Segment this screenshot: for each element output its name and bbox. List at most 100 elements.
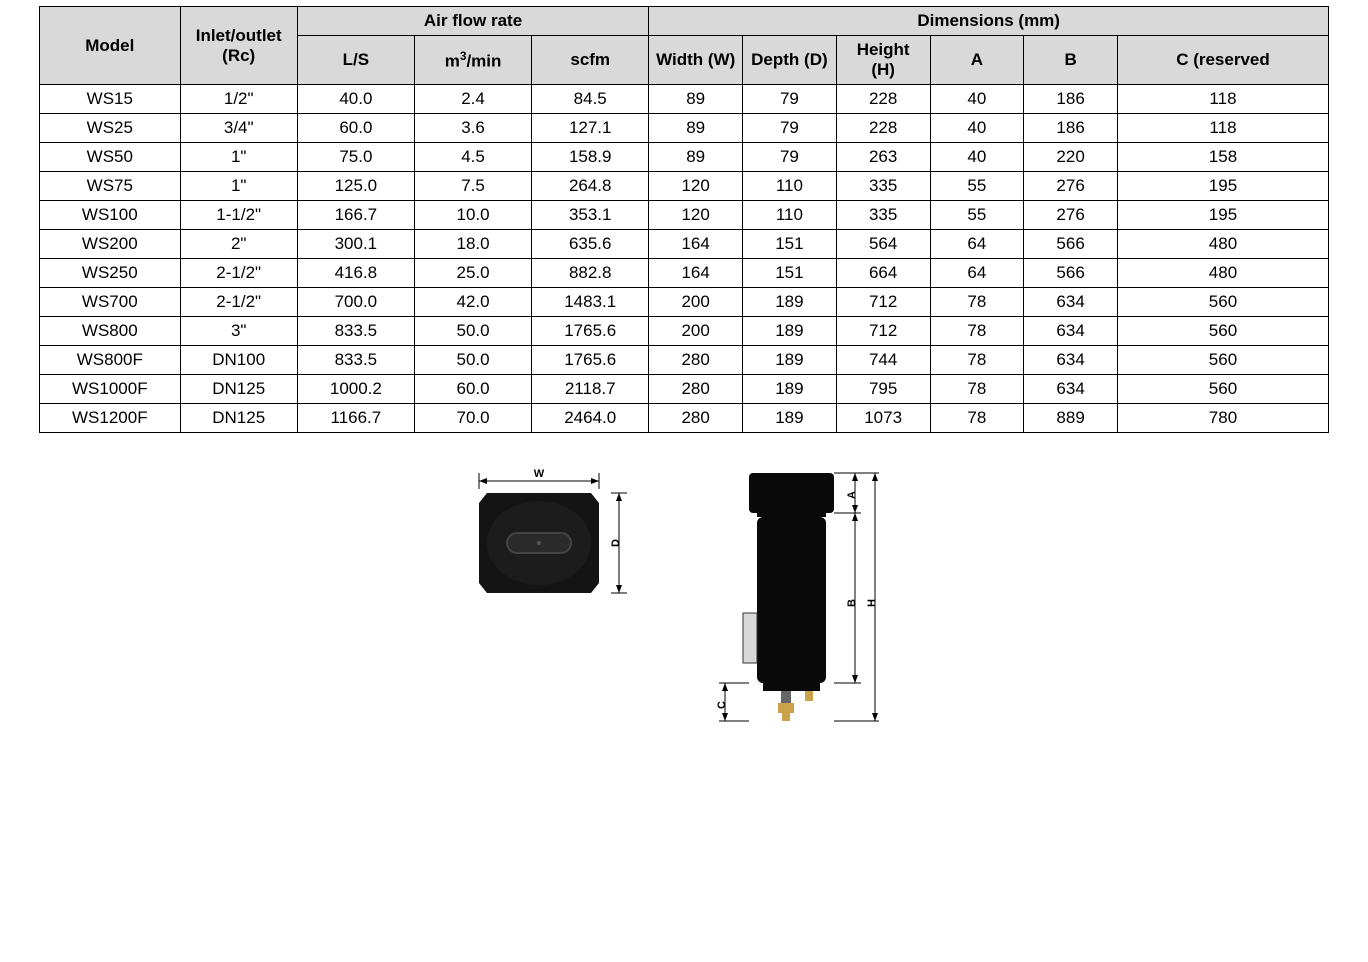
cell-scfm: 1765.6 [532,317,649,346]
cell-ls: 1000.2 [297,375,414,404]
cell-a: 55 [930,201,1024,230]
spec-table-body: WS151/2"40.02.484.5897922840186118WS253/… [40,85,1329,433]
cell-c: 780 [1117,404,1328,433]
cell-scfm: 635.6 [532,230,649,259]
cell-model: WS25 [40,114,181,143]
cell-scfm: 2118.7 [532,375,649,404]
header-row-1: Model Inlet/outlet (Rc) Air flow rate Di… [40,7,1329,36]
cell-w: 200 [649,288,743,317]
cell-ls: 75.0 [297,143,414,172]
side-view-diagram: H A B C [689,463,909,763]
cell-w: 164 [649,259,743,288]
cell-b: 186 [1024,114,1118,143]
cell-b: 276 [1024,172,1118,201]
cell-inlet: DN125 [180,404,297,433]
table-row: WS253/4"60.03.6127.1897922840186118 [40,114,1329,143]
table-row: WS151/2"40.02.484.5897922840186118 [40,85,1329,114]
cell-m3min: 18.0 [414,230,531,259]
cell-m3min: 50.0 [414,346,531,375]
cell-w: 164 [649,230,743,259]
cell-b: 566 [1024,259,1118,288]
cell-ls: 166.7 [297,201,414,230]
cell-inlet: 2-1/2" [180,259,297,288]
cell-model: WS800F [40,346,181,375]
cell-scfm: 158.9 [532,143,649,172]
cell-scfm: 2464.0 [532,404,649,433]
spec-table-head: Model Inlet/outlet (Rc) Air flow rate Di… [40,7,1329,85]
cell-a: 78 [930,346,1024,375]
cell-h: 335 [836,201,930,230]
cell-c: 560 [1117,288,1328,317]
cell-w: 280 [649,404,743,433]
cell-m3min: 25.0 [414,259,531,288]
cell-inlet: 3" [180,317,297,346]
table-row: WS2002"300.118.0635.616415156464566480 [40,230,1329,259]
cell-h: 744 [836,346,930,375]
cell-a: 64 [930,230,1024,259]
header-ls: L/S [297,36,414,85]
cell-m3min: 10.0 [414,201,531,230]
cell-m3min: 4.5 [414,143,531,172]
cell-w: 89 [649,85,743,114]
cell-w: 120 [649,201,743,230]
cell-h: 228 [836,85,930,114]
cell-d: 110 [743,172,837,201]
table-row: WS800FDN100833.550.01765.628018974478634… [40,346,1329,375]
cell-ls: 833.5 [297,317,414,346]
header-c: C (reserved [1117,36,1328,85]
cell-scfm: 264.8 [532,172,649,201]
cell-b: 276 [1024,201,1118,230]
cell-d: 79 [743,114,837,143]
cell-h: 712 [836,288,930,317]
cell-scfm: 127.1 [532,114,649,143]
table-row: WS1200FDN1251166.770.02464.0280189107378… [40,404,1329,433]
cell-ls: 416.8 [297,259,414,288]
cell-m3min: 2.4 [414,85,531,114]
cell-h: 664 [836,259,930,288]
cell-ls: 125.0 [297,172,414,201]
cell-a: 55 [930,172,1024,201]
cell-inlet: 2" [180,230,297,259]
cell-ls: 300.1 [297,230,414,259]
cell-ls: 60.0 [297,114,414,143]
table-row: WS1000FDN1251000.260.02118.7280189795786… [40,375,1329,404]
cell-scfm: 1483.1 [532,288,649,317]
table-row: WS8003"833.550.01765.620018971278634560 [40,317,1329,346]
cell-scfm: 84.5 [532,85,649,114]
cell-ls: 1166.7 [297,404,414,433]
label-b: B [846,599,858,607]
cell-inlet: DN100 [180,346,297,375]
cell-h: 263 [836,143,930,172]
cell-c: 158 [1117,143,1328,172]
top-view-diagram: W D [459,463,649,623]
cell-h: 795 [836,375,930,404]
cell-model: WS800 [40,317,181,346]
cell-h: 1073 [836,404,930,433]
table-row: WS2502-1/2"416.825.0882.8164151664645664… [40,259,1329,288]
cell-a: 40 [930,143,1024,172]
header-airflow: Air flow rate [297,7,649,36]
cell-h: 335 [836,172,930,201]
cell-a: 64 [930,259,1024,288]
header-b: B [1024,36,1118,85]
cell-w: 280 [649,375,743,404]
header-depth: Depth (D) [743,36,837,85]
cell-inlet: DN125 [180,375,297,404]
table-row: WS1001-1/2"166.710.0353.1120110335552761… [40,201,1329,230]
cell-scfm: 882.8 [532,259,649,288]
cell-b: 634 [1024,375,1118,404]
cell-w: 280 [649,346,743,375]
cell-b: 634 [1024,317,1118,346]
cell-scfm: 353.1 [532,201,649,230]
cell-d: 79 [743,143,837,172]
cell-w: 89 [649,114,743,143]
cell-model: WS100 [40,201,181,230]
cell-scfm: 1765.6 [532,346,649,375]
cell-d: 79 [743,85,837,114]
cell-m3min: 7.5 [414,172,531,201]
cell-inlet: 2-1/2" [180,288,297,317]
table-row: WS7002-1/2"700.042.01483.120018971278634… [40,288,1329,317]
dimension-diagram: W D [39,463,1329,763]
cell-m3min: 42.0 [414,288,531,317]
label-c: C [716,701,728,709]
